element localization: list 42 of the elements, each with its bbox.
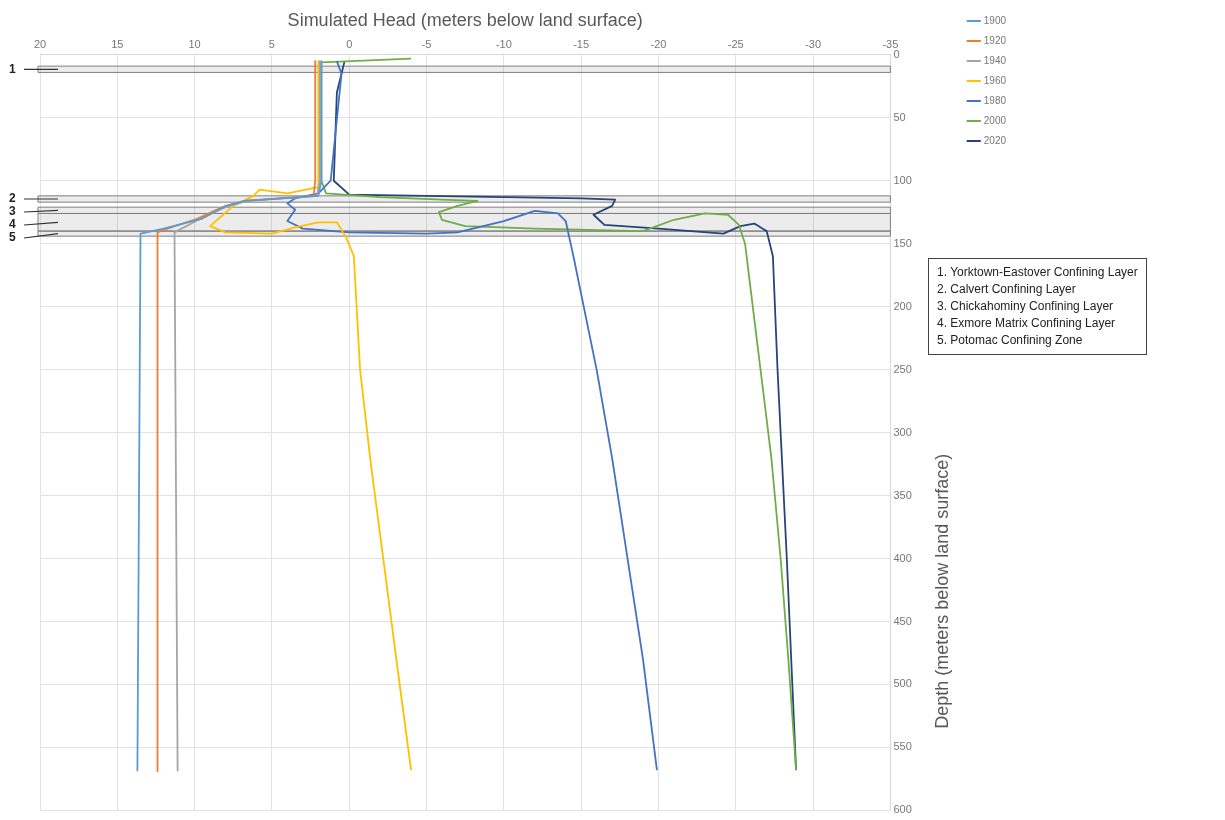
x-tick-label: 0	[346, 38, 353, 51]
legend-label: 1980	[983, 94, 1007, 106]
x-tick-label: 10	[188, 38, 201, 51]
y-tick-label: 550	[893, 740, 912, 753]
y-tick-label: 450	[893, 614, 912, 627]
band-label: 5	[9, 230, 16, 245]
legend-label: 2020	[983, 134, 1007, 146]
legend-label: 1920	[983, 34, 1007, 46]
x-tick-label: 20	[33, 38, 47, 51]
band-label: 1	[9, 61, 16, 76]
legend-label: 1900	[983, 14, 1007, 26]
band-label: 3	[9, 204, 16, 219]
legend-label: 1960	[983, 74, 1007, 86]
x-axis-title: Simulated Head (meters below land surface)	[287, 9, 643, 30]
y-tick-label: 50	[893, 110, 906, 123]
band-label: 2	[9, 191, 16, 206]
y-tick-label: 300	[893, 425, 912, 438]
legend-label: 1940	[983, 54, 1007, 66]
x-tick-label: -5	[421, 38, 432, 51]
y-tick-label: 200	[893, 299, 912, 312]
x-tick-label: 15	[111, 38, 124, 51]
y-tick-label: 350	[893, 488, 912, 501]
text: 4. Exmore Matrix Confining Layer	[937, 315, 1117, 332]
x-tick-label: 5	[268, 38, 275, 51]
y-tick-label: 100	[893, 173, 912, 186]
legend-label: 2000	[983, 114, 1007, 126]
text: 5. Potomac Confining Zone	[937, 332, 1084, 349]
text: 1. Yorktown-Eastover Confining Layer	[937, 264, 1138, 281]
x-tick-label: -25	[727, 38, 744, 51]
y-tick-label: 600	[893, 803, 912, 816]
y-tick-label: 150	[893, 236, 912, 249]
y-tick-label: 250	[893, 362, 912, 375]
x-tick-label: -15	[573, 38, 590, 51]
x-tick-label: -20	[650, 38, 667, 51]
y-axis-title: Depth (meters below land surface)	[931, 453, 952, 729]
y-tick-label: 400	[893, 551, 912, 564]
x-tick-label: -10	[495, 38, 512, 51]
text: 2. Calvert Confining Layer	[937, 281, 1077, 298]
band-label: 4	[9, 217, 16, 232]
x-tick-label: -30	[805, 38, 822, 51]
text: 3. Chickahominy Confining Layer	[937, 298, 1115, 315]
y-tick-label: 500	[893, 677, 912, 690]
